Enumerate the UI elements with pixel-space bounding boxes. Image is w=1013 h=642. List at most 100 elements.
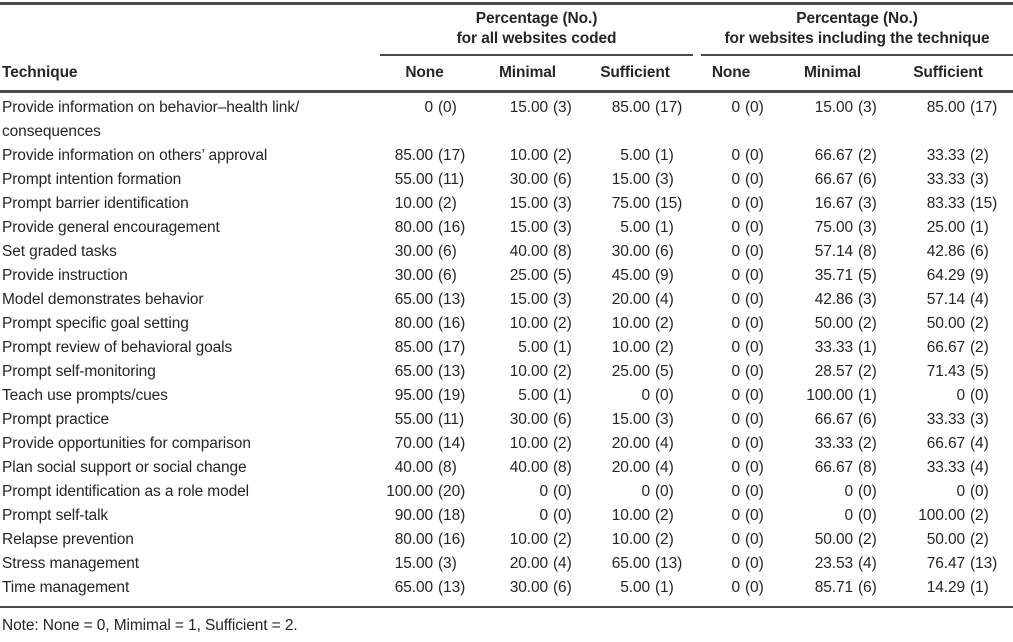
percentage-value: 0 bbox=[731, 459, 740, 476]
column-header-none-all: None bbox=[405, 64, 444, 81]
percentage-value: 66.67 bbox=[814, 411, 853, 428]
value-cell: 75.00 (15) bbox=[584, 192, 686, 216]
value-cell: 50.00 (2) bbox=[776, 528, 889, 552]
percentage-value: 0 bbox=[731, 171, 740, 188]
table-row: Provide instruction 30.00 (6) 25.00 (5) 45.00… bbox=[0, 264, 1013, 288]
value-cell: 66.67 (2) bbox=[889, 336, 1007, 360]
value-cell: 33.33 (3) bbox=[889, 168, 1007, 192]
count-value: (0) bbox=[745, 483, 764, 500]
percentage-value: 0 bbox=[844, 507, 853, 524]
column-header-sufficient-incl: Sufficient bbox=[913, 64, 983, 81]
value-cell: 10.00 (2) bbox=[584, 312, 686, 336]
value-cell: 0 (0) bbox=[686, 312, 776, 336]
percentage-value: 57.14 bbox=[814, 243, 853, 260]
percentage-value: 0 bbox=[731, 579, 740, 596]
percentage-value: 40.00 bbox=[509, 459, 548, 476]
percentage-value: 30.00 bbox=[509, 411, 548, 428]
value-cell: 30.00 (6) bbox=[471, 576, 584, 600]
percentage-value: 0 bbox=[731, 339, 740, 356]
percentage-value: 0 bbox=[641, 483, 650, 500]
count-value: (4) bbox=[858, 555, 877, 572]
count-value: (2) bbox=[858, 531, 877, 548]
percentage-value: 83.33 bbox=[926, 195, 965, 212]
count-value: (8) bbox=[858, 243, 877, 260]
group-header-all-websites: Percentage (No.) for all websites coded bbox=[380, 9, 693, 56]
percentage-value: 85.00 bbox=[394, 147, 433, 164]
count-value: (17) bbox=[438, 147, 466, 164]
count-value: (14) bbox=[438, 435, 466, 452]
percentage-value: 0 bbox=[731, 507, 740, 524]
percentage-value: 76.47 bbox=[926, 555, 965, 572]
percentage-value: 33.33 bbox=[926, 459, 965, 476]
value-cell: 15.00 (3) bbox=[471, 96, 584, 120]
percentage-value: 33.33 bbox=[814, 339, 853, 356]
percentage-value: 55.00 bbox=[394, 411, 433, 428]
count-value: (0) bbox=[745, 267, 764, 284]
technique-cell: Prompt self-monitoring bbox=[2, 363, 156, 380]
value-cell: 0 (0) bbox=[686, 384, 776, 408]
percentage-value: 66.67 bbox=[926, 339, 965, 356]
percentage-value: 0 bbox=[731, 147, 740, 164]
percentage-value: 75.00 bbox=[611, 195, 650, 212]
count-value: (2) bbox=[858, 363, 877, 380]
count-value: (0) bbox=[745, 291, 764, 308]
value-cell: 10.00 (2) bbox=[471, 432, 584, 456]
value-cell: 0 (0) bbox=[686, 456, 776, 480]
count-value: (3) bbox=[858, 99, 877, 116]
percentage-value: 35.71 bbox=[814, 267, 853, 284]
count-value: (3) bbox=[655, 171, 674, 188]
count-value: (16) bbox=[438, 531, 466, 548]
count-value: (3) bbox=[858, 219, 877, 236]
value-cell: 15.00 (3) bbox=[378, 552, 471, 576]
value-cell: 0 (0) bbox=[686, 480, 776, 504]
table-row: Provide information on others’ approval 8… bbox=[0, 144, 1013, 168]
percentage-value: 65.00 bbox=[394, 579, 433, 596]
count-value: (2) bbox=[655, 315, 674, 332]
count-value: (0) bbox=[745, 531, 764, 548]
value-cell: 64.29 (9) bbox=[889, 264, 1007, 288]
percentage-value: 50.00 bbox=[814, 531, 853, 548]
percentage-value: 0 bbox=[731, 411, 740, 428]
value-cell: 42.86 (3) bbox=[776, 288, 889, 312]
percentage-value: 0 bbox=[731, 555, 740, 572]
column-header-minimal-all: Minimal bbox=[498, 64, 556, 81]
count-value: (19) bbox=[438, 387, 466, 404]
count-value: (0) bbox=[745, 411, 764, 428]
value-cell: 30.00 (6) bbox=[471, 168, 584, 192]
value-cell: 40.00 (8) bbox=[471, 456, 584, 480]
count-value: (1) bbox=[553, 339, 572, 356]
value-cell: 0 (0) bbox=[889, 384, 1007, 408]
technique-cell: Prompt self-talk bbox=[2, 507, 109, 524]
value-cell: 15.00 (3) bbox=[584, 168, 686, 192]
value-cell: 25.00 (5) bbox=[584, 360, 686, 384]
percentage-value: 10.00 bbox=[611, 507, 650, 524]
percentage-value: 15.00 bbox=[611, 171, 650, 188]
count-value: (1) bbox=[858, 387, 877, 404]
percentage-value: 20.00 bbox=[611, 435, 650, 452]
count-value: (5) bbox=[655, 363, 674, 380]
count-value: (8) bbox=[553, 243, 572, 260]
count-value: (3) bbox=[553, 219, 572, 236]
percentage-value: 25.00 bbox=[509, 267, 548, 284]
percentage-value: 33.33 bbox=[926, 411, 965, 428]
count-value: (2) bbox=[553, 531, 572, 548]
count-value: (9) bbox=[970, 267, 989, 284]
percentage-value: 15.00 bbox=[509, 195, 548, 212]
count-value: (3) bbox=[553, 195, 572, 212]
count-value: (3) bbox=[858, 291, 877, 308]
percentage-value: 15.00 bbox=[611, 411, 650, 428]
value-cell: 0 (0) bbox=[776, 480, 889, 504]
technique-cell: Plan social support or social change bbox=[2, 459, 247, 476]
table-row: Teach use prompts/cues 95.00 (19) 5.00 (1) 0 (… bbox=[0, 384, 1013, 408]
technique-cell: Prompt review of behavioral goals bbox=[2, 339, 233, 356]
percentage-value: 0 bbox=[641, 387, 650, 404]
percentage-value: 15.00 bbox=[509, 291, 548, 308]
value-cell: 20.00 (4) bbox=[584, 432, 686, 456]
percentage-value: 100.00 bbox=[806, 387, 853, 404]
count-value: (3) bbox=[858, 195, 877, 212]
count-value: (8) bbox=[858, 459, 877, 476]
column-header-sufficient-all: Sufficient bbox=[600, 64, 670, 81]
value-cell: 80.00 (16) bbox=[378, 312, 471, 336]
percentage-value: 5.00 bbox=[620, 579, 650, 596]
count-value: (0) bbox=[745, 579, 764, 596]
